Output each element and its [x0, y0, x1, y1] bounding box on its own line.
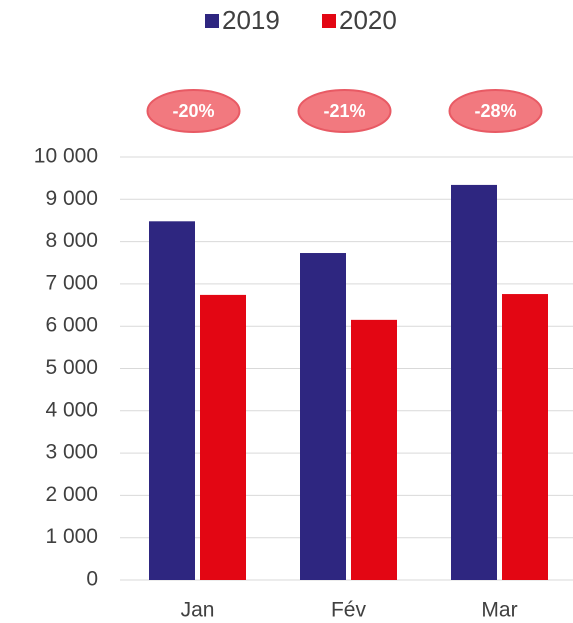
x-tick-label: Jan [181, 599, 215, 622]
legend-label: 2019 [222, 5, 280, 35]
bar [502, 294, 548, 580]
y-tick-label: 6 000 [45, 314, 98, 337]
y-tick-label: 8 000 [45, 229, 98, 252]
y-tick-label: 4 000 [45, 398, 98, 421]
y-tick-label: 9 000 [45, 187, 98, 210]
bar [351, 319, 397, 580]
y-tick-label: 5 000 [45, 356, 98, 379]
legend-swatch [322, 14, 336, 28]
bar [451, 184, 497, 580]
bar [300, 253, 346, 580]
y-tick-label: 3 000 [45, 441, 98, 464]
annotation-bubble [297, 89, 392, 133]
legend-swatch [205, 14, 219, 28]
y-tick-label: 7 000 [45, 271, 98, 294]
x-tick-label: Mar [481, 599, 517, 622]
y-tick-label: 2 000 [45, 483, 98, 506]
y-tick-label: 10 000 [34, 145, 98, 168]
annotation: -28% [474, 101, 516, 121]
annotation-bubble [448, 89, 543, 133]
bar [149, 221, 195, 580]
bar [200, 294, 246, 580]
legend-label: 2020 [339, 5, 397, 35]
annotation: -21% [323, 101, 365, 121]
y-tick-label: 0 [86, 568, 98, 591]
annotation: -20% [172, 101, 214, 121]
annotation-bubble [146, 89, 241, 133]
x-tick-label: Fév [331, 599, 367, 622]
y-tick-label: 1 000 [45, 525, 98, 548]
